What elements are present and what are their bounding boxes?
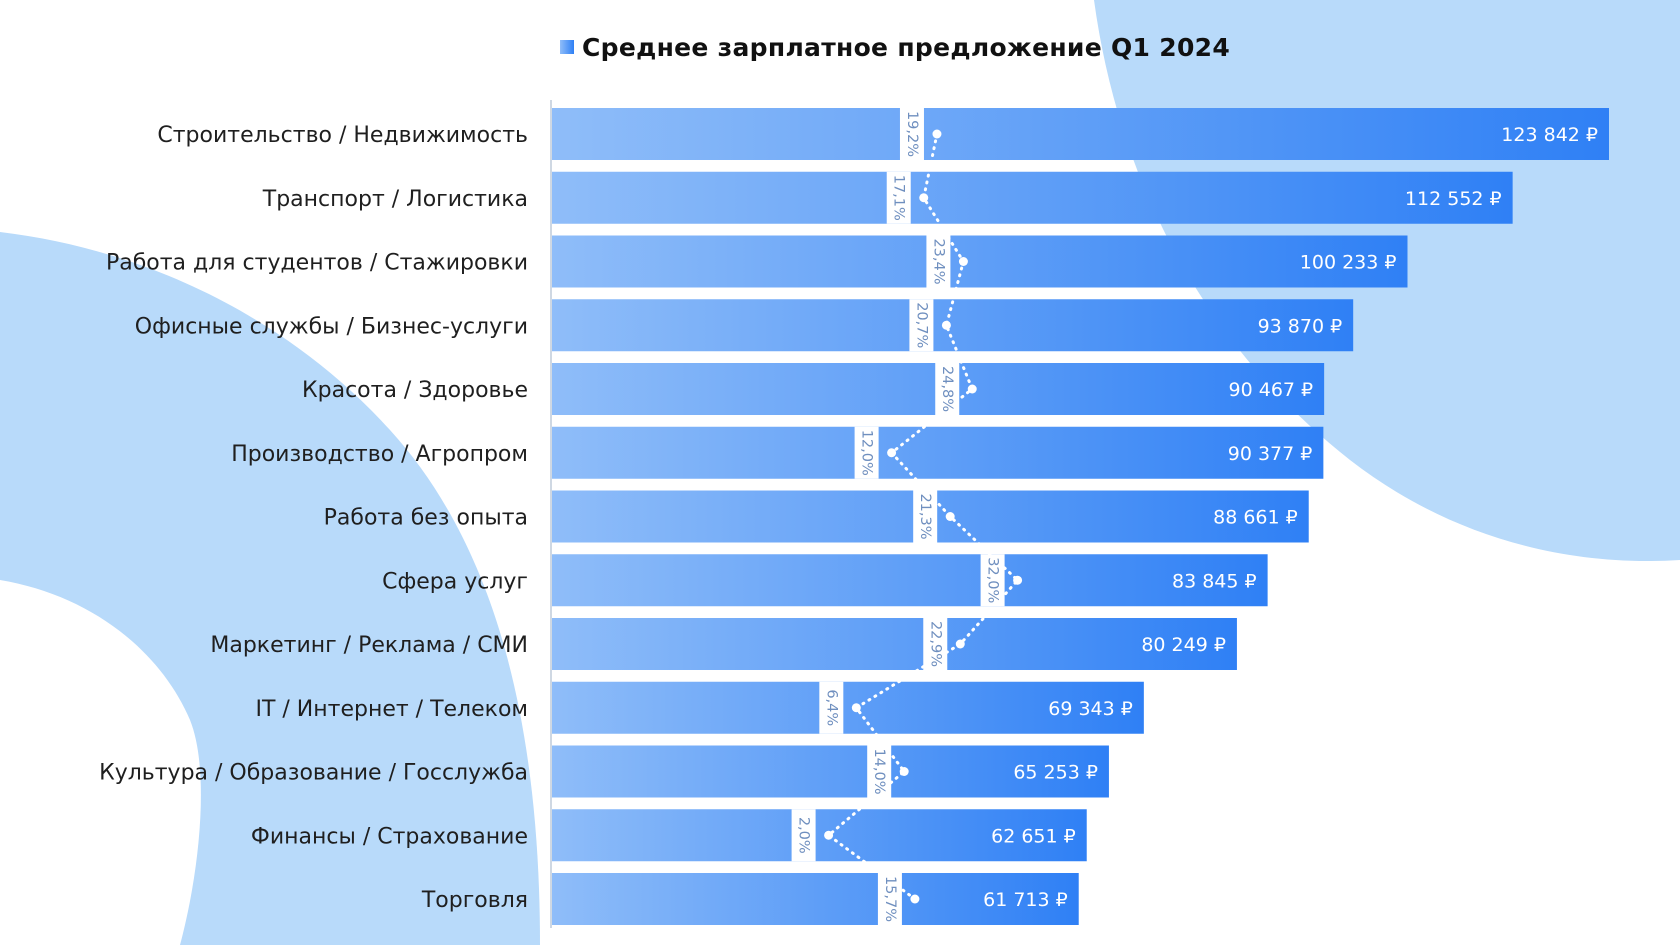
percent-label-box (886, 171, 911, 224)
value-label: 93 870 ₽ (1258, 315, 1343, 337)
category-label: Сфера услуг (382, 569, 528, 594)
percent-label-box (791, 809, 816, 862)
value-label: 62 651 ₽ (991, 825, 1076, 847)
value-label: 61 713 ₽ (983, 889, 1068, 911)
category-label: Торговля (421, 888, 528, 913)
percent-label: 20,7% (913, 302, 929, 348)
percent-label-box (980, 554, 1005, 607)
legend-label: Среднее зарплатное предложение Q1 2024 (582, 32, 1231, 62)
bar (552, 426, 1324, 479)
bar (552, 809, 1087, 862)
value-label: 88 661 ₽ (1213, 507, 1298, 529)
category-label: Культура / Образование / Госслужба (99, 761, 528, 786)
percent-label-box (899, 108, 924, 160)
value-label: 83 845 ₽ (1172, 570, 1257, 592)
category-label: Красота / Здоровье (302, 378, 528, 403)
percent-label-box (926, 235, 951, 288)
percent-label: 6,4% (823, 689, 839, 726)
percent-label-box (909, 299, 934, 352)
bar (552, 873, 1079, 925)
percent-label: 32,0% (985, 557, 1001, 603)
value-label: 65 253 ₽ (1013, 762, 1098, 784)
category-label: IT / Интернет / Телеком (255, 697, 528, 722)
value-label: 123 842 ₽ (1501, 124, 1598, 146)
bar (552, 108, 1609, 160)
percent-point (824, 830, 834, 840)
bar (552, 171, 1513, 224)
bar (552, 235, 1408, 288)
percent-label: 24,8% (939, 366, 955, 412)
percent-label-box (913, 490, 938, 543)
bar (552, 554, 1268, 607)
category-label: Маркетинг / Реклама / СМИ (210, 633, 528, 658)
percent-point (945, 512, 955, 521)
percent-label: 19,2% (904, 111, 920, 157)
category-label: Производство / Агропром (231, 442, 528, 467)
percent-point (955, 639, 965, 649)
percent-label-box (923, 618, 948, 670)
value-label: 90 377 ₽ (1228, 443, 1313, 465)
percent-label: 12,0% (859, 430, 875, 476)
value-label: 112 552 ₽ (1405, 188, 1502, 210)
value-label: 100 233 ₽ (1300, 252, 1397, 274)
percent-point (851, 703, 861, 713)
percent-label-box (877, 873, 902, 925)
percent-point (919, 193, 929, 203)
percent-label: 14,0% (871, 748, 887, 794)
background-arc-bottom-left-inner (0, 580, 201, 945)
percent-label-box (854, 426, 879, 479)
percent-point (887, 448, 897, 458)
bar (552, 618, 1237, 670)
percent-label: 22,9% (927, 621, 943, 667)
bar (552, 681, 1144, 734)
percent-point (899, 767, 909, 776)
percent-point (967, 384, 977, 394)
percent-label-box (935, 363, 960, 415)
percent-label: 15,7% (882, 876, 898, 922)
percent-point (932, 129, 942, 139)
percent-label: 2,0% (796, 817, 812, 854)
percent-label: 23,4% (930, 238, 946, 284)
bar (552, 745, 1109, 798)
value-label: 90 467 ₽ (1229, 379, 1314, 401)
category-label: Работа для студентов / Стажировки (106, 251, 528, 276)
percent-point (1013, 575, 1023, 585)
category-label: Работа без опыта (324, 506, 528, 531)
percent-label: 21,3% (917, 493, 933, 539)
category-label: Офисные службы / Бизнес-услуги (135, 314, 528, 339)
category-label: Транспорт / Логистика (262, 187, 528, 212)
category-label: Финансы / Страхование (251, 824, 528, 849)
percent-point (910, 894, 920, 904)
category-label: Строительство / Недвижимость (157, 123, 528, 148)
legend-swatch (560, 40, 574, 54)
value-label: 80 249 ₽ (1141, 634, 1226, 656)
percent-label: 17,1% (891, 175, 907, 221)
chart-legend: Среднее зарплатное предложение Q1 2024 (560, 30, 1230, 64)
percent-point (958, 257, 968, 266)
percent-point (941, 320, 951, 330)
percent-label-box (867, 745, 892, 798)
percent-label-box (819, 681, 844, 734)
value-label: 69 343 ₽ (1048, 698, 1133, 720)
